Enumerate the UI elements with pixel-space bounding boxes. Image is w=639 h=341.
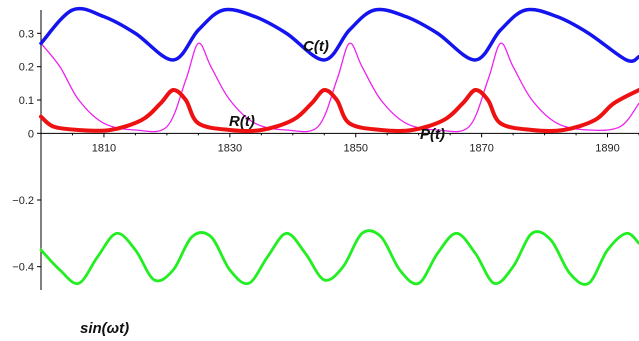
axes: 1810 1830 1850 1870 1890 −0.4 −0.2 0 0.1 0.2 0.3 [12, 10, 639, 290]
y-tick-label: 0.2 [19, 62, 34, 74]
x-tick-label: 1850 [343, 142, 367, 154]
series-layer [39, 6, 639, 286]
series-line-sin [39, 229, 639, 286]
series-label-c: C(t) [303, 38, 329, 55]
y-tick-label: 0 [28, 128, 34, 140]
y-tick-label: −0.2 [12, 195, 34, 207]
labels-layer: C(t) R(t) P(t) sin(ωt) [80, 38, 445, 337]
y-tick-label: −0.4 [12, 262, 34, 274]
x-tick-label: 1890 [595, 142, 619, 154]
series-label-r: R(t) [229, 113, 255, 130]
series-label-sin: sin(ωt) [80, 320, 129, 337]
x-tick-label: 1830 [218, 142, 242, 154]
series-line-p [39, 87, 639, 134]
series-line-r [40, 42, 639, 133]
x-tick-label: 1810 [92, 142, 116, 154]
series-line-c [39, 6, 639, 63]
y-tick-label: 0.3 [19, 28, 34, 40]
y-tick-label: 0.1 [19, 95, 34, 107]
series-label-p: P(t) [420, 126, 445, 143]
x-tick-label: 1870 [469, 142, 493, 154]
